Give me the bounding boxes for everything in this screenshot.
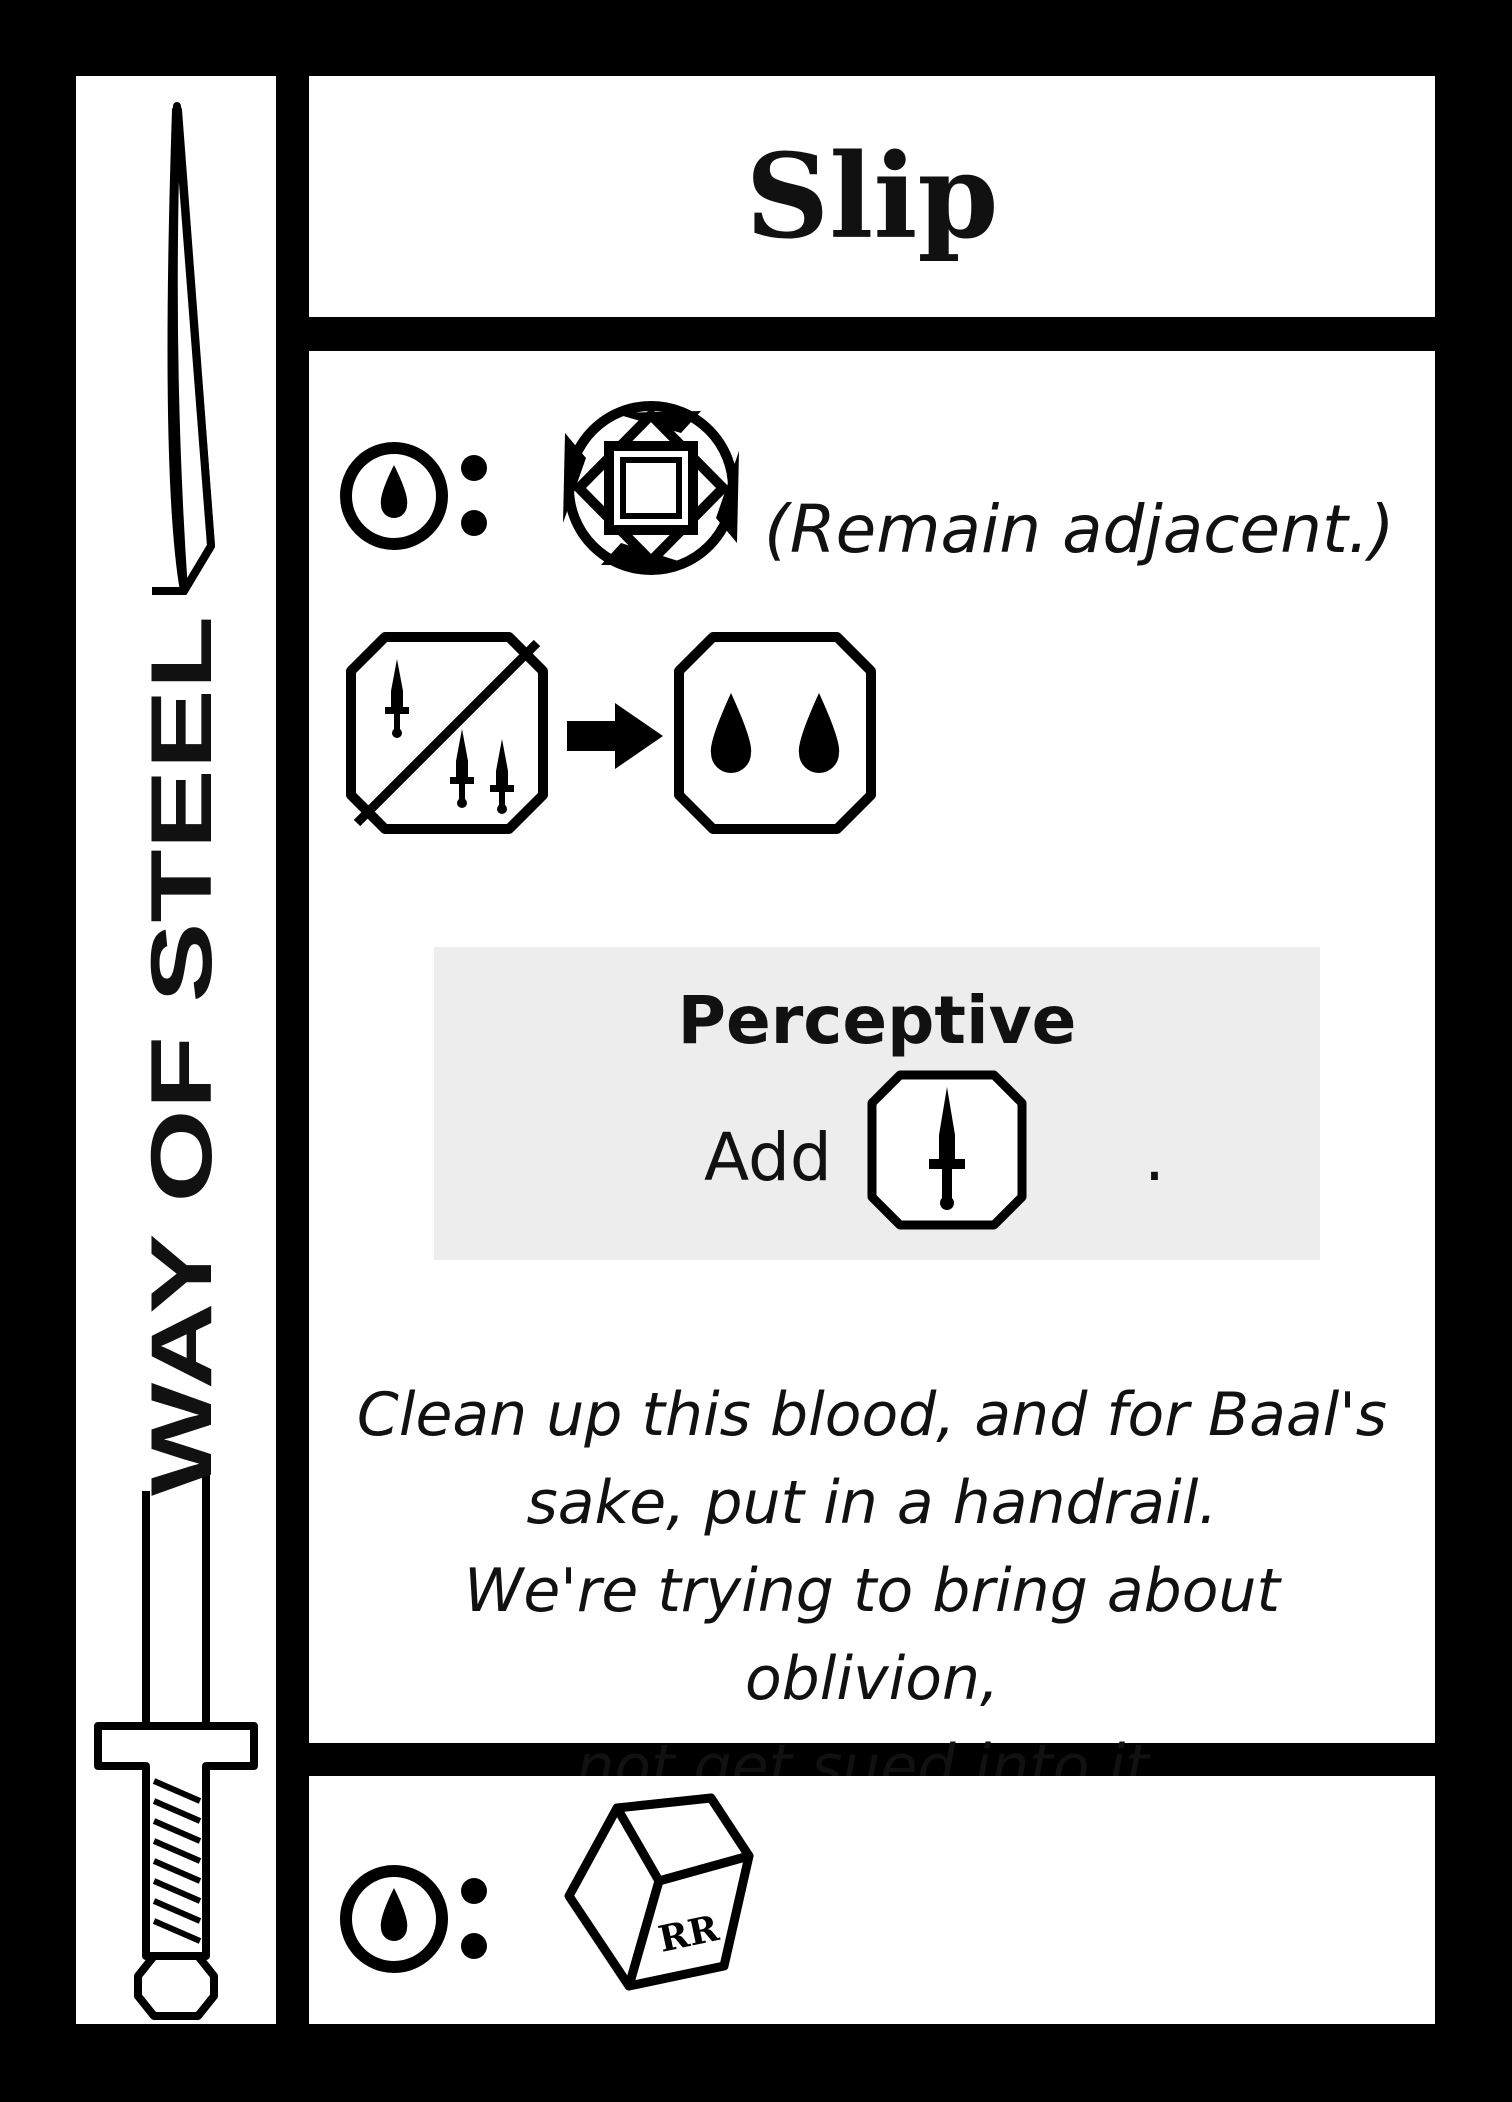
flavor-line: sake, put in a handrail. bbox=[526, 1468, 1218, 1538]
arrow-right-icon bbox=[567, 703, 663, 769]
reposition-compass-icon bbox=[563, 401, 739, 575]
sword-grip-icon bbox=[152, 1778, 202, 1944]
flavor-text: Clean up this blood, and for Baal's sake… bbox=[329, 1371, 1415, 1811]
sidebar-brand-panel: WAY OF STEEL bbox=[76, 76, 276, 2024]
keyword-box: Perceptive Add . bbox=[434, 947, 1320, 1260]
keyword-period: . bbox=[1144, 1119, 1165, 1196]
blood-drop-token-icon bbox=[340, 1865, 448, 1973]
card-body-panel: (Remain adjacent.) Perceptive Add bbox=[309, 351, 1435, 1802]
sword-brand-art: WAY OF STEEL bbox=[94, 102, 258, 2020]
brand-text: WAY OF STEEL bbox=[134, 616, 230, 1496]
sword-pommel-icon bbox=[134, 1952, 218, 2020]
reroll-die-icon: RR bbox=[564, 1793, 754, 1991]
footer-panel: RR bbox=[309, 1776, 1435, 2024]
dagger-die-icon bbox=[867, 1070, 1027, 1230]
effect-note: (Remain adjacent.) bbox=[764, 491, 1395, 568]
one-or-two-daggers-icon bbox=[346, 632, 548, 834]
colon-separator-icon bbox=[461, 1878, 487, 1959]
card-title: Slip bbox=[745, 128, 999, 265]
sword-crossguard-icon bbox=[94, 1722, 258, 1960]
keyword-name: Perceptive bbox=[677, 982, 1077, 1059]
colon-separator-icon bbox=[461, 455, 487, 536]
two-blood-drops-icon bbox=[674, 632, 876, 834]
blood-drop-token-icon bbox=[340, 442, 448, 550]
keyword-add-label: Add bbox=[704, 1119, 832, 1196]
flavor-line: Clean up this blood, and for Baal's bbox=[356, 1380, 1388, 1450]
title-panel: Slip bbox=[309, 76, 1435, 317]
flavor-line: We're trying to bring about oblivion, bbox=[464, 1556, 1280, 1714]
